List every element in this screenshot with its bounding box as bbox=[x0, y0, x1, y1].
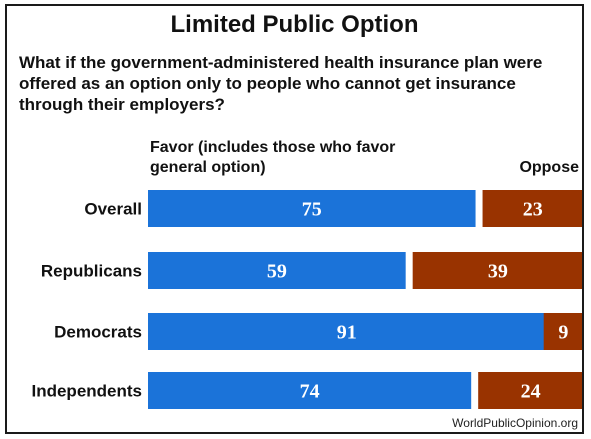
bar-oppose bbox=[412, 252, 582, 289]
chart-subtitle: What if the government-administered heal… bbox=[19, 53, 543, 114]
value-label-favor: 91 bbox=[337, 322, 357, 344]
value-label-oppose: 39 bbox=[488, 261, 508, 283]
bar-favor bbox=[148, 190, 476, 227]
value-label-oppose: 24 bbox=[521, 381, 541, 403]
category-label: Democrats bbox=[54, 323, 142, 342]
chart-frame: Limited Public Option What if the govern… bbox=[5, 4, 584, 434]
bar-favor bbox=[148, 313, 546, 350]
bar-oppose bbox=[543, 313, 582, 350]
source-credit: WorldPublicOpinion.org bbox=[452, 416, 578, 430]
category-label: Republicans bbox=[41, 262, 142, 281]
category-label: Overall bbox=[84, 200, 142, 219]
chart-title: Limited Public Option bbox=[170, 11, 419, 38]
value-label-oppose: 23 bbox=[523, 199, 543, 221]
value-label-favor: 59 bbox=[267, 261, 287, 283]
bar-oppose bbox=[482, 190, 582, 227]
plot-area: Overall 75 23 Republicans 59 39 Democrats 91 9 In… bbox=[31, 190, 582, 409]
value-label-favor: 74 bbox=[300, 381, 320, 403]
legend-oppose: Oppose bbox=[519, 159, 579, 176]
bar-favor bbox=[148, 372, 472, 409]
bar-favor bbox=[148, 252, 406, 289]
value-label-oppose: 9 bbox=[558, 322, 568, 344]
legend-favor: Favor (includes those who favor general … bbox=[150, 139, 396, 176]
value-label-favor: 75 bbox=[302, 199, 322, 221]
category-label: Independents bbox=[31, 382, 142, 401]
bar-oppose bbox=[478, 372, 582, 409]
